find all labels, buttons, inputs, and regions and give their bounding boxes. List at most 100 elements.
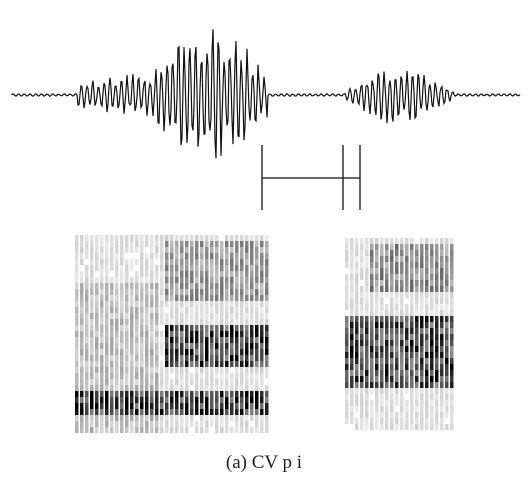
spectrogram-cell	[380, 262, 384, 268]
spectrogram-cell	[235, 259, 239, 265]
spectrogram-cell	[215, 283, 219, 289]
spectrogram-cell	[430, 406, 434, 412]
spectrogram-cell	[225, 367, 229, 373]
spectrogram-cell	[180, 313, 184, 319]
spectrogram-cell	[205, 265, 209, 271]
spectrogram-cell	[215, 295, 219, 301]
spectrogram-cell	[380, 316, 384, 322]
spectrogram-cell	[235, 397, 239, 403]
spectrogram-cell	[160, 313, 164, 319]
spectrogram-cell	[375, 400, 379, 406]
spectrogram-cell	[370, 346, 374, 352]
spectrogram-cell	[120, 289, 124, 295]
spectrogram-cell	[200, 343, 204, 349]
spectrogram-cell	[250, 241, 254, 247]
spectrogram-cell	[255, 271, 259, 277]
spectrogram-cell	[80, 397, 84, 403]
spectrogram-cell	[400, 286, 404, 292]
spectrogram-cell	[160, 361, 164, 367]
spectrogram-cell	[355, 400, 359, 406]
spectrogram-cell	[405, 358, 409, 364]
spectrogram-cell	[360, 268, 364, 274]
spectrogram-cell	[200, 283, 204, 289]
spectrogram-cell	[155, 427, 159, 433]
spectrogram-cell	[75, 259, 79, 265]
spectrogram-cell	[220, 325, 224, 331]
spectrogram-cell	[380, 268, 384, 274]
spectrogram-cell	[370, 358, 374, 364]
spectrogram-cell	[150, 373, 154, 379]
spectrogram-cell	[100, 319, 104, 325]
spectrogram-cell	[145, 259, 149, 265]
spectrogram-cell	[105, 385, 109, 391]
spectrogram-cell	[135, 307, 139, 313]
spectrogram-cell	[230, 235, 234, 241]
spectrogram-cell	[210, 247, 214, 253]
spectrogram-cell	[110, 283, 114, 289]
spectrogram-cell	[410, 388, 414, 394]
spectrogram-cell	[160, 277, 164, 283]
spectrogram-cell	[390, 370, 394, 376]
spectrogram-cell	[110, 427, 114, 433]
spectrogram-cell	[170, 247, 174, 253]
spectrogram-cell	[165, 325, 169, 331]
spectrogram-cell	[210, 283, 214, 289]
spectrogram-cell	[265, 427, 269, 433]
spectrogram-cell	[85, 253, 89, 259]
spectrogram-cell	[445, 370, 449, 376]
spectrogram-cell	[200, 319, 204, 325]
spectrogram-cell	[250, 355, 254, 361]
spectrogram-cell	[185, 397, 189, 403]
spectrogram-cell	[385, 340, 389, 346]
spectrogram-cell	[155, 343, 159, 349]
spectrogram-cell	[380, 382, 384, 388]
spectrogram-cell	[175, 337, 179, 343]
spectrogram-cell	[160, 337, 164, 343]
spectrogram-cell	[355, 334, 359, 340]
spectrogram-cell	[345, 334, 349, 340]
spectrogram-cell	[115, 385, 119, 391]
spectrogram-cell	[390, 328, 394, 334]
spectrogram-cell	[125, 259, 129, 265]
spectrogram-cell	[410, 298, 414, 304]
spectrogram-cell	[135, 343, 139, 349]
spectrogram-cell	[130, 331, 134, 337]
spectrogram-cell	[355, 286, 359, 292]
spectrogram-cell	[390, 424, 394, 430]
spectrogram-cell	[115, 355, 119, 361]
spectrogram-cell	[85, 379, 89, 385]
spectrogram-cell	[415, 400, 419, 406]
spectrogram-cell	[95, 343, 99, 349]
spectrogram-cell	[160, 385, 164, 391]
spectrogram-cell	[185, 355, 189, 361]
spectrogram-cell	[435, 424, 439, 430]
spectrogram-cell	[80, 277, 84, 283]
spectrogram-cell	[180, 391, 184, 397]
spectrogram-cell	[355, 394, 359, 400]
spectrogram-cell	[225, 331, 229, 337]
spectrogram-cell	[415, 274, 419, 280]
spectrogram-cell	[350, 328, 354, 334]
spectrogram-cell	[100, 427, 104, 433]
spectrogram-cell	[195, 361, 199, 367]
spectrogram-cell	[105, 343, 109, 349]
spectrogram-cell	[430, 286, 434, 292]
spectrogram-cell	[405, 250, 409, 256]
spectrogram-cell	[95, 397, 99, 403]
spectrogram-cell	[225, 373, 229, 379]
spectrogram-cell	[95, 367, 99, 373]
spectrogram-cell	[260, 235, 264, 241]
spectrogram-cell	[180, 235, 184, 241]
spectrogram-cell	[115, 283, 119, 289]
spectrogram-cell	[105, 397, 109, 403]
spectrogram-cell	[155, 283, 159, 289]
spectrogram-cell	[165, 265, 169, 271]
spectrogram-cell	[100, 301, 104, 307]
spectrogram-cell	[130, 247, 134, 253]
spectrogram-cell	[430, 388, 434, 394]
spectrogram-cell	[350, 406, 354, 412]
spectrogram-cell	[395, 238, 399, 244]
spectrogram-cell	[225, 235, 229, 241]
spectrogram-cell	[450, 292, 454, 298]
spectrogram-cell	[400, 400, 404, 406]
